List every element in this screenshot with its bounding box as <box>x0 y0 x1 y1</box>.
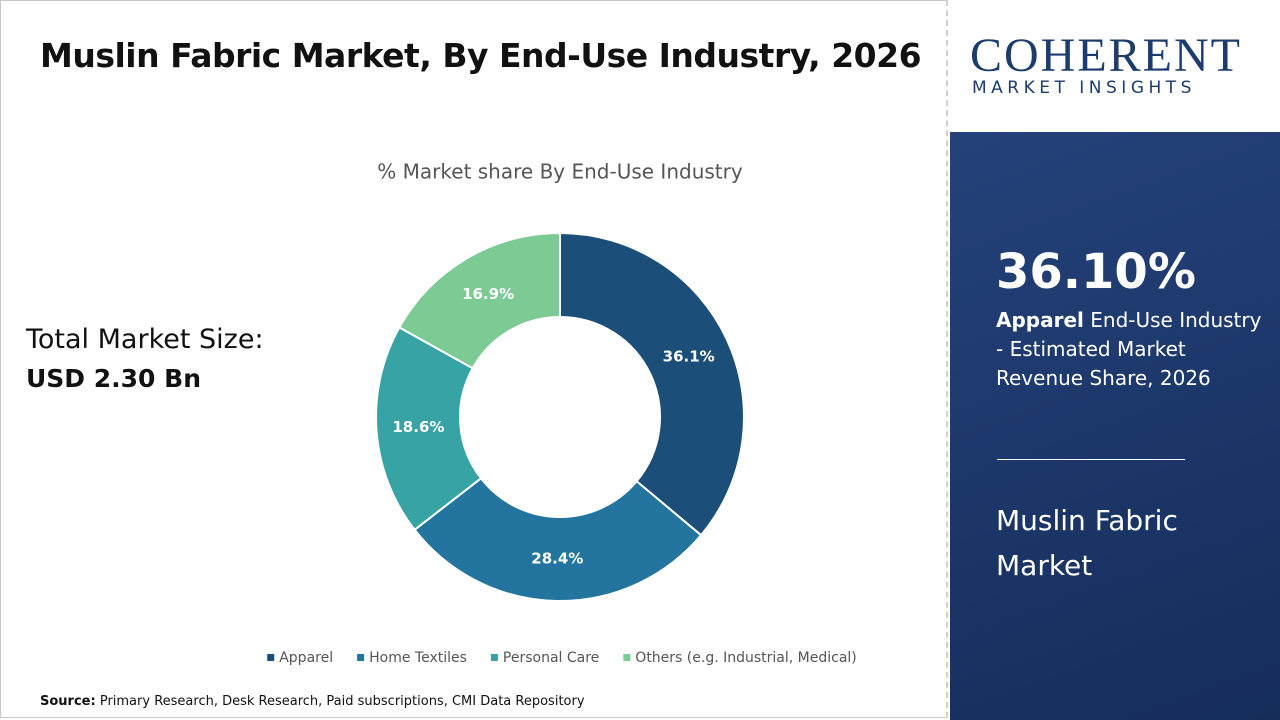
legend-swatch <box>623 654 631 661</box>
data-label: 18.6% <box>392 418 444 436</box>
legend-label: Apparel <box>279 650 333 666</box>
donut-segment <box>559 231 745 537</box>
market-size-value: USD 2.30 Bn <box>26 364 201 393</box>
chart: % Market share By End-Use Industry 36.1%… <box>267 160 857 666</box>
source-label: Source: <box>40 694 96 709</box>
logo-name: COHERENT <box>970 29 1242 82</box>
highlight-share: 36.10% <box>996 244 1196 300</box>
highlight-segment: Apparel <box>996 308 1084 332</box>
donut-segment <box>397 231 561 370</box>
logo-tagline: MARKET INSIGHTS <box>972 78 1196 98</box>
side-panel: 36.10% Apparel End-Use Industry - Estima… <box>950 132 1280 720</box>
chart-area <box>0 0 948 718</box>
donut-segment <box>413 476 703 602</box>
logo: COHERENT MARKET INSIGHTS <box>950 0 1280 132</box>
legend-swatch <box>490 654 498 661</box>
divider <box>997 459 1185 460</box>
donut-segment <box>375 325 483 532</box>
legend-swatch <box>267 654 275 661</box>
legend-label: Others (e.g. Industrial, Medical) <box>635 650 856 666</box>
page-title: Muslin Fabric Market, By End-Use Industr… <box>40 36 922 75</box>
legend-label: Home Textiles <box>369 650 467 666</box>
legend-label: Personal Care <box>503 650 599 666</box>
market-size-label: Total Market Size: <box>26 324 264 355</box>
source: Source: Primary Research, Desk Research,… <box>40 694 585 709</box>
source-text: Primary Research, Desk Research, Paid su… <box>99 694 585 709</box>
highlight-text: End-Use Industry - Estimated Market Reve… <box>996 308 1262 390</box>
highlight-description: Apparel End-Use Industry - Estimated Mar… <box>996 306 1266 393</box>
data-label: 28.4% <box>531 549 583 567</box>
data-label: 16.9% <box>462 285 514 303</box>
data-label: 36.1% <box>663 347 715 365</box>
chart-title: % Market share By End-Use Industry <box>377 160 743 184</box>
market-name: Muslin Fabric Market <box>996 504 1178 582</box>
legend-swatch <box>357 654 365 661</box>
